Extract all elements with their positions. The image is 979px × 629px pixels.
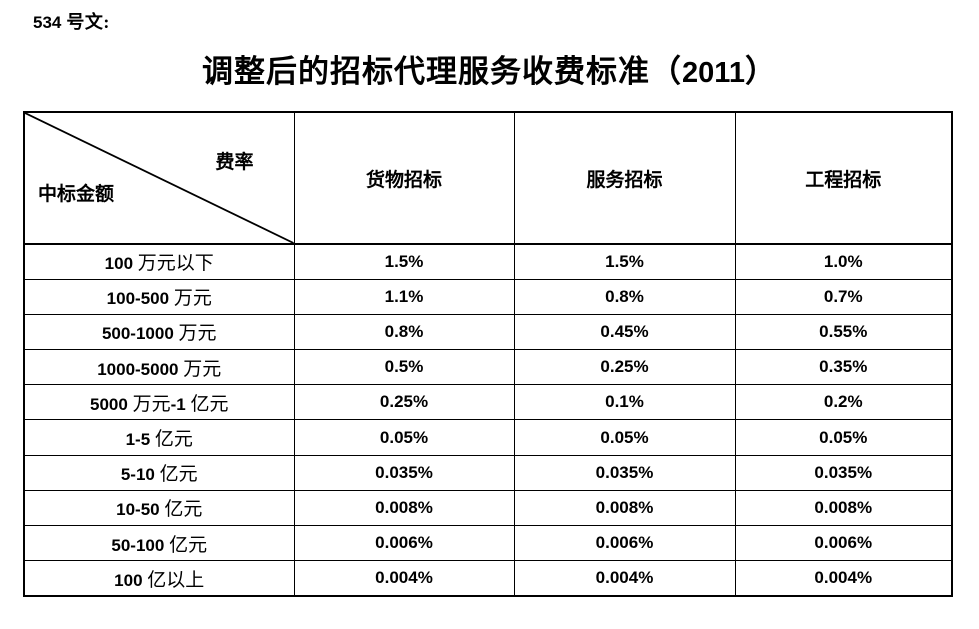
- fee-value: 0.035%: [293, 454, 515, 491]
- fee-value: 0.05%: [293, 419, 515, 456]
- row-label: 5000 万元-1 亿元: [23, 384, 295, 421]
- fee-table: 费率 中标金额 货物招标 服务招标 工程招标 100 万元以下 1.5% 1.5…: [23, 111, 953, 597]
- column-header-goods: 货物招标: [293, 111, 515, 245]
- row-label: 1000-5000 万元: [23, 349, 295, 386]
- table-row: 5000 万元-1 亿元 0.25% 0.1% 0.2%: [23, 384, 953, 421]
- row-label: 50-100 亿元: [23, 524, 295, 562]
- fee-value: 0.45%: [513, 313, 736, 351]
- fee-value: 0.008%: [513, 489, 736, 527]
- fee-table-container: 费率 中标金额 货物招标 服务招标 工程招标 100 万元以下 1.5% 1.5…: [23, 111, 953, 597]
- table-row: 1-5 亿元 0.05% 0.05% 0.05%: [23, 419, 953, 456]
- column-header-engineering: 工程招标: [734, 111, 953, 245]
- document-number: 534 号文:: [33, 12, 110, 32]
- fee-value: 0.2%: [734, 384, 953, 421]
- corner-label-amount: 中标金额: [38, 184, 115, 205]
- row-label: 1-5 亿元: [23, 419, 295, 456]
- fee-value: 1.1%: [293, 278, 515, 315]
- fee-value: 0.006%: [293, 524, 515, 562]
- fee-value: 0.006%: [513, 524, 736, 562]
- table-row: 50-100 亿元 0.006% 0.006% 0.006%: [23, 524, 953, 562]
- fee-value: 0.004%: [293, 560, 515, 597]
- fee-value: 1.5%: [513, 243, 736, 280]
- diagonal-line: [25, 113, 294, 243]
- fee-value: 0.05%: [734, 419, 953, 456]
- row-label: 100 亿以上: [23, 560, 295, 597]
- fee-value: 0.035%: [513, 454, 736, 491]
- header-row: 费率 中标金额 货物招标 服务招标 工程招标: [23, 111, 953, 245]
- corner-label-rate: 费率: [215, 152, 254, 173]
- table-row: 100 亿以上 0.004% 0.004% 0.004%: [23, 560, 953, 597]
- fee-value: 0.035%: [734, 454, 953, 491]
- fee-value: 0.05%: [513, 419, 736, 456]
- fee-value: 0.25%: [293, 384, 515, 421]
- fee-value: 0.8%: [513, 278, 736, 315]
- fee-value: 0.004%: [513, 560, 736, 597]
- fee-value: 0.5%: [293, 349, 515, 386]
- row-label: 100 万元以下: [23, 243, 295, 280]
- fee-value: 1.0%: [734, 243, 953, 280]
- row-label: 500-1000 万元: [23, 313, 295, 351]
- table-row: 10-50 亿元 0.008% 0.008% 0.008%: [23, 489, 953, 527]
- fee-value: 0.008%: [293, 489, 515, 527]
- fee-value: 0.1%: [513, 384, 736, 421]
- fee-value: 0.006%: [734, 524, 953, 562]
- table-row: 100-500 万元 1.1% 0.8% 0.7%: [23, 278, 953, 315]
- fee-value: 0.8%: [293, 313, 515, 351]
- fee-value: 1.5%: [293, 243, 515, 280]
- fee-value: 0.55%: [734, 313, 953, 351]
- table-row: 1000-5000 万元 0.5% 0.25% 0.35%: [23, 349, 953, 386]
- table-row: 5-10 亿元 0.035% 0.035% 0.035%: [23, 454, 953, 491]
- fee-value: 0.7%: [734, 278, 953, 315]
- table-corner-cell: 费率 中标金额: [23, 111, 295, 245]
- row-label: 100-500 万元: [23, 278, 295, 315]
- page-title: 调整后的招标代理服务收费标准（2011）: [202, 54, 777, 89]
- table-row: 500-1000 万元 0.8% 0.45% 0.55%: [23, 313, 953, 351]
- fee-value: 0.35%: [734, 349, 953, 386]
- fee-value: 0.25%: [513, 349, 736, 386]
- fee-value: 0.004%: [734, 560, 953, 597]
- table-row: 100 万元以下 1.5% 1.5% 1.0%: [23, 243, 953, 280]
- column-header-services: 服务招标: [513, 111, 736, 245]
- row-label: 10-50 亿元: [23, 489, 295, 527]
- fee-value: 0.008%: [734, 489, 953, 527]
- row-label: 5-10 亿元: [23, 454, 295, 491]
